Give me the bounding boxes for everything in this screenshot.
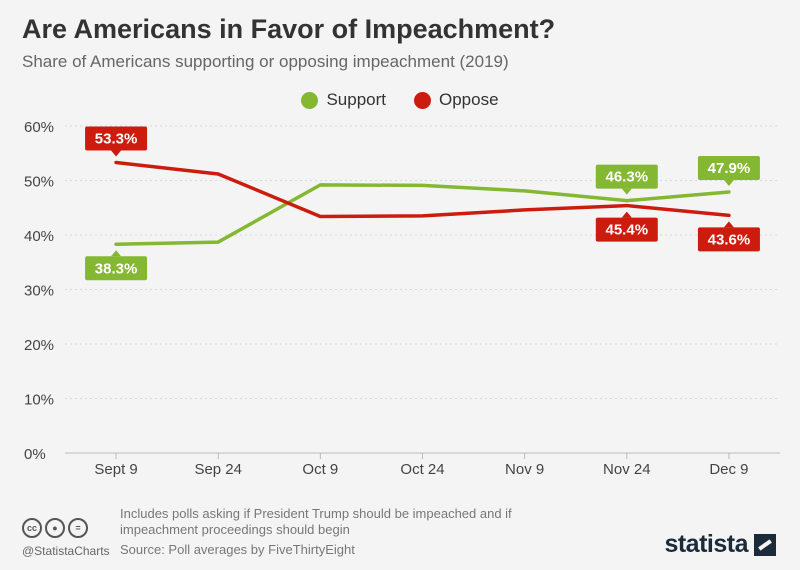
data-label-box [595, 164, 658, 189]
data-label: 45.4% [606, 222, 649, 239]
x-tick-label: Oct 24 [400, 461, 444, 478]
data-label-pointer [111, 250, 122, 257]
data-label-pointer [621, 188, 632, 195]
legend-label-oppose: Oppose [439, 90, 499, 109]
x-tick-label: Nov 9 [505, 461, 544, 478]
data-label-box [595, 217, 658, 242]
y-tick-label: 20% [24, 337, 54, 354]
legend-item-support: Support [301, 90, 386, 110]
data-label-pointer [621, 211, 632, 218]
chart-subtitle: Share of Americans supporting or opposin… [22, 52, 509, 71]
series-line-oppose [114, 160, 731, 219]
social-handle: @StatistaCharts [22, 544, 110, 558]
legend: Support Oppose [0, 90, 800, 110]
y-tick-label: 40% [24, 228, 54, 245]
x-tick-label: Nov 24 [603, 461, 651, 478]
legend-label-support: Support [326, 90, 386, 109]
brand-name: statista [664, 530, 748, 558]
data-label-box [697, 227, 760, 252]
y-tick-label: 60% [24, 119, 54, 136]
source-note: Source: Poll averages by FiveThirtyEight [120, 542, 355, 557]
series-line-support [114, 183, 731, 247]
data-label-box [85, 126, 148, 151]
y-tick-label: 30% [24, 283, 54, 300]
data-label-pointer [723, 221, 734, 228]
x-tick-label: Sep 24 [194, 461, 242, 478]
footnote: Includes polls asking if President Trump… [120, 506, 512, 537]
y-tick-label: 10% [24, 392, 54, 409]
statista-logo-icon [754, 533, 776, 556]
y-tick-label: 50% [24, 174, 54, 191]
data-label: 46.3% [606, 169, 649, 186]
data-label-box [697, 155, 760, 180]
data-label: 47.9% [708, 160, 751, 177]
data-label: 38.3% [95, 260, 138, 277]
data-label: 53.3% [95, 131, 138, 148]
y-tick-label: 0% [24, 446, 46, 463]
statista-logo: statista [664, 530, 776, 559]
legend-item-oppose: Oppose [414, 90, 499, 110]
license-icons: cc ● = [22, 518, 88, 538]
creative-commons-icon: cc [22, 518, 42, 538]
data-label-box [85, 256, 148, 281]
attribution-icon: ● [45, 518, 65, 538]
data-label: 43.6% [708, 231, 751, 248]
x-tick-label: Oct 9 [302, 461, 338, 478]
x-tick-label: Sept 9 [94, 461, 137, 478]
data-label-pointer [723, 179, 734, 186]
legend-marker-support [301, 91, 319, 109]
line-chart: 0% 10% 20% 30% 40% 50% 60% Sept 9 Sep 24 Oct 9 Oct… [24, 119, 780, 478]
data-label-pointer [111, 150, 122, 157]
x-tick-label: Dec 9 [709, 461, 748, 478]
legend-marker-oppose [414, 91, 431, 109]
no-derivatives-icon: = [68, 518, 88, 538]
chart-title: Are Americans in Favor of Impeachment? [22, 14, 556, 44]
